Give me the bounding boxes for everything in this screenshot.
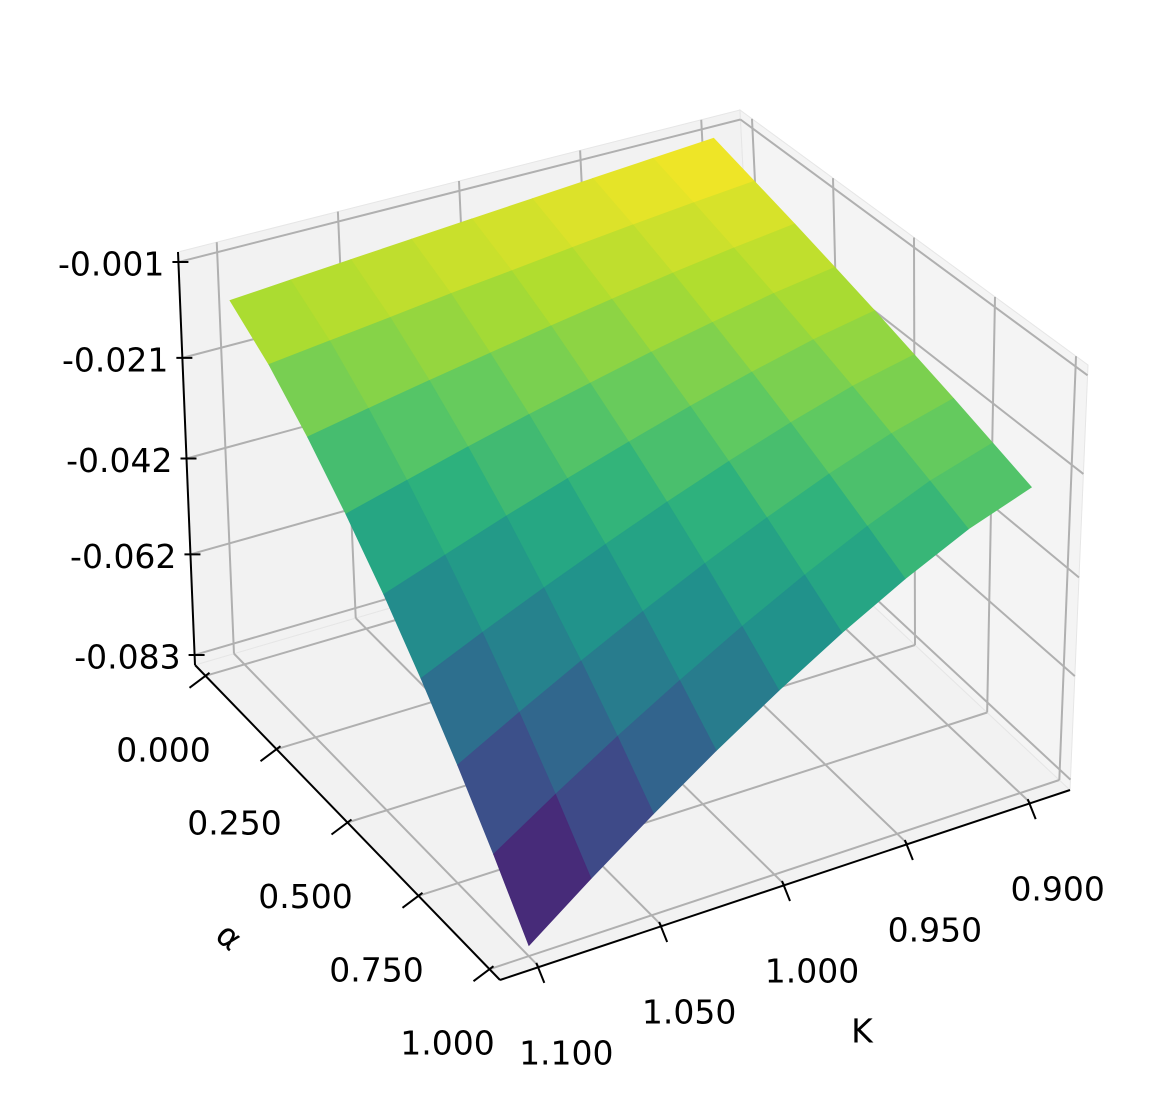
x-tick — [781, 880, 791, 902]
grid-line — [739, 118, 1089, 377]
x-tick — [1026, 798, 1037, 820]
surface-facet — [493, 793, 592, 947]
y-tick-label: 1.000 — [400, 1024, 494, 1063]
y-tick — [188, 672, 211, 689]
z-tick-label: -0.062 — [70, 537, 176, 576]
x-axis-label: K — [851, 1012, 874, 1051]
x-tick-label: 1.100 — [519, 1033, 613, 1072]
x-tick — [535, 962, 546, 984]
y-tick-label: 0.250 — [187, 804, 281, 843]
grid-line — [489, 779, 1060, 971]
x-tick-label: 1.050 — [642, 992, 736, 1031]
x-tick-label: 0.950 — [888, 911, 982, 950]
x-tick-label: 1.000 — [765, 952, 859, 991]
x-axis — [499, 789, 1071, 981]
x-tick — [658, 921, 669, 943]
y-axis-label: α — [208, 915, 250, 959]
z-tick-label: -0.083 — [74, 637, 180, 676]
y-tick-label: 0.500 — [258, 877, 352, 916]
z-tick-label: -0.001 — [58, 245, 164, 284]
y-tick — [472, 965, 495, 982]
grid-line — [178, 118, 741, 264]
z-tick-label: -0.042 — [66, 441, 172, 480]
y-tick-label: 0.000 — [116, 730, 210, 769]
y-tick — [259, 745, 282, 762]
x-tick — [903, 839, 914, 861]
y-tick-label: 0.750 — [329, 950, 423, 989]
y-tick — [330, 818, 353, 836]
z-tick-label: -0.021 — [62, 340, 168, 379]
y-tick — [401, 892, 424, 909]
x-tick-label: 0.900 — [1010, 870, 1104, 909]
